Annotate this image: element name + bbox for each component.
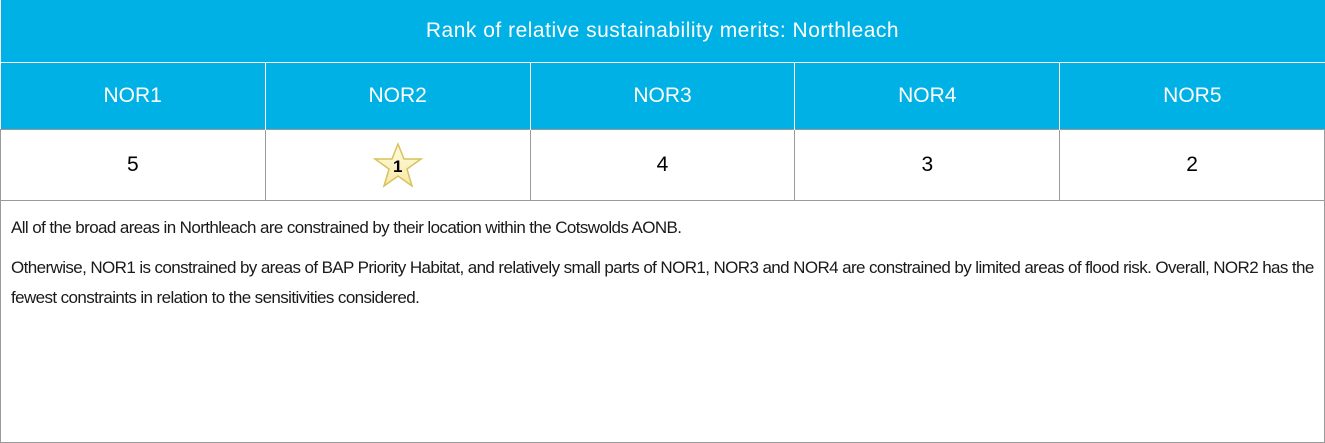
header-cell: NOR3 [529, 62, 796, 130]
header-cell: NOR4 [794, 62, 1061, 130]
rank-cell: 2 [1059, 129, 1325, 201]
rank-row: 5 1 4 3 2 [0, 129, 1325, 201]
rank-cell: 4 [529, 129, 796, 201]
note-paragraph: Otherwise, NOR1 is constrained by areas … [11, 258, 1314, 307]
header-cell: NOR5 [1059, 62, 1325, 130]
header-cell: NOR1 [0, 62, 266, 130]
note-paragraph: All of the broad areas in Northleach are… [11, 218, 682, 237]
notes-box: All of the broad areas in Northleach are… [0, 201, 1325, 443]
star-icon [372, 142, 423, 188]
rank-value: 1 [392, 157, 403, 176]
rank-cell: 5 [0, 129, 266, 201]
title-row: Rank of relative sustainability merits: … [0, 0, 1325, 63]
rank-cell: 3 [794, 129, 1061, 201]
star-badge: 1 [372, 142, 423, 188]
rank-table: Rank of relative sustainability merits: … [0, 0, 1325, 201]
header-cell: NOR2 [264, 62, 531, 130]
header-row: NOR1 NOR2 NOR3 NOR4 NOR5 [0, 62, 1325, 130]
table-title: Rank of relative sustainability merits: … [0, 0, 1325, 63]
rank-cell: 1 [264, 129, 531, 201]
